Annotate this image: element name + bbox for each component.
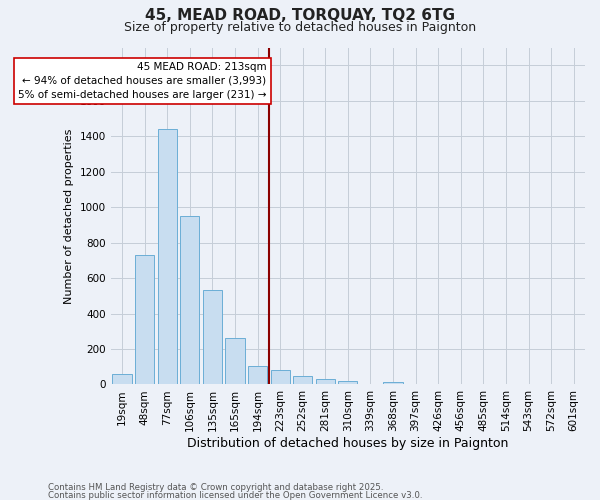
Bar <box>271 370 290 384</box>
Bar <box>316 379 335 384</box>
Bar <box>383 382 403 384</box>
Bar <box>338 381 358 384</box>
Text: Contains public sector information licensed under the Open Government Licence v3: Contains public sector information licen… <box>48 491 422 500</box>
Text: Size of property relative to detached houses in Paignton: Size of property relative to detached ho… <box>124 21 476 34</box>
Bar <box>248 366 267 384</box>
Text: Contains HM Land Registry data © Crown copyright and database right 2025.: Contains HM Land Registry data © Crown c… <box>48 484 383 492</box>
Bar <box>158 129 177 384</box>
Y-axis label: Number of detached properties: Number of detached properties <box>64 128 74 304</box>
Bar <box>203 290 222 384</box>
Text: 45, MEAD ROAD, TORQUAY, TQ2 6TG: 45, MEAD ROAD, TORQUAY, TQ2 6TG <box>145 8 455 22</box>
Bar <box>112 374 131 384</box>
Bar <box>226 338 245 384</box>
Text: 45 MEAD ROAD: 213sqm
← 94% of detached houses are smaller (3,993)
5% of semi-det: 45 MEAD ROAD: 213sqm ← 94% of detached h… <box>18 62 266 100</box>
Bar <box>180 216 199 384</box>
X-axis label: Distribution of detached houses by size in Paignton: Distribution of detached houses by size … <box>187 437 509 450</box>
Bar <box>293 376 312 384</box>
Bar <box>135 255 154 384</box>
